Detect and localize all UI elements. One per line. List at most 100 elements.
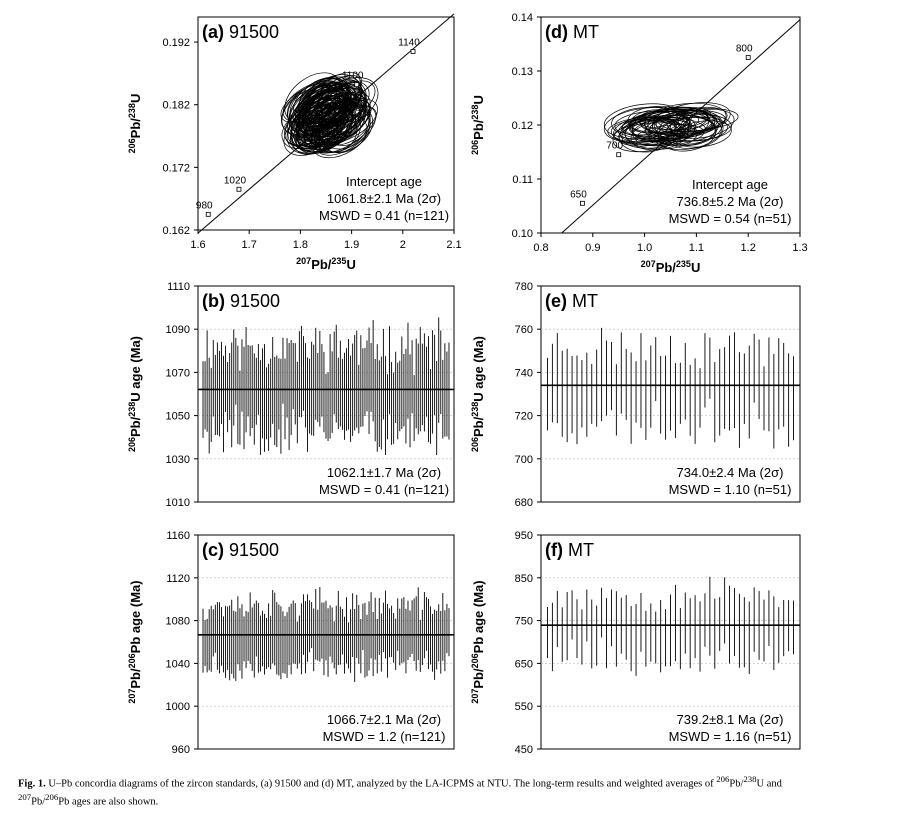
x-tick-label: 1.6 xyxy=(190,239,205,251)
y-axis-label-part-1: Pb/ xyxy=(128,668,143,689)
y-axis-label-part-0: 207 xyxy=(470,689,480,704)
y-tick-label: 1070 xyxy=(166,367,190,379)
y-axis-label-part-1: Pb/ xyxy=(128,118,143,139)
x-tick-label: 1.0 xyxy=(637,242,652,254)
error-ellipse xyxy=(311,109,371,159)
weighted-mean-age: 734.0±2.4 Ma (2σ) xyxy=(677,465,784,480)
plot-frame xyxy=(540,534,801,750)
y-axis-label-part-0: 206 xyxy=(127,437,137,452)
y-axis-label-part-0: 206 xyxy=(470,140,480,155)
y-tick-label: 550 xyxy=(515,701,533,713)
weighted-mean-age: 1066.7±2.1 Ma (2σ) xyxy=(327,712,441,727)
caption-sup-1: 206 xyxy=(716,774,730,784)
age-panel-b: (b) 91500 1010 1030 1050 1070 1090 1110 1062.1±… xyxy=(127,281,455,509)
y-axis-label-part-0: 206 xyxy=(127,138,137,153)
y-axis-label-part-0: 206 xyxy=(470,437,480,452)
y-axis-label-part-3: U xyxy=(128,94,143,103)
panel-sample-name: MT xyxy=(568,540,594,560)
y-tick-label: 0.14 xyxy=(512,12,533,24)
panel-label-letter: (a) xyxy=(202,22,229,42)
error-ellipse xyxy=(309,84,357,128)
y-axis-label: 206Pb/238U age (Ma) xyxy=(470,336,486,452)
y-tick-label: 0.10 xyxy=(512,228,533,240)
error-ellipse xyxy=(321,101,370,146)
age-panel-c: (c) 91500 960 1000 1040 1080 1120 1160 1066.7±2… xyxy=(127,530,455,756)
y-tick-label: 0.12 xyxy=(512,120,533,132)
y-tick-label: 850 xyxy=(515,573,533,585)
panel-label-letter: (b) xyxy=(202,291,230,311)
caption-sup-3: 207 xyxy=(18,791,32,802)
panel-sample-name: MT xyxy=(572,291,598,311)
mswd-value: MSWD = 0.41 (n=121) xyxy=(319,208,449,223)
panel-label: (d) MT xyxy=(545,22,599,42)
x-tick-label: 2 xyxy=(400,239,406,251)
y-tick-label: 1090 xyxy=(166,324,190,336)
mswd-value: MSWD = 1.10 (n=51) xyxy=(669,482,792,497)
y-axis-label-part-3: U age (Ma) xyxy=(128,336,143,402)
error-ellipse xyxy=(297,82,362,128)
y-axis-label-part-2: 238 xyxy=(470,402,480,417)
age-panel-e: (e) MT 680 700 720 740 760 780 734.0±2.4 Ma (2σ… xyxy=(470,281,801,509)
x-tick-label: 1.1 xyxy=(689,242,704,254)
x-axis-label-part-0: 207 xyxy=(296,256,311,266)
x-axis-label: 207Pb/235U xyxy=(641,259,701,275)
intercept-age-title: Intercept age xyxy=(692,177,768,192)
concordia-panel-a: (a) 91500 0.162 0.172 0.182 0.192 1.6 1.7 1.8 1.… xyxy=(127,13,462,272)
age-marker xyxy=(236,186,242,192)
error-ellipse xyxy=(315,77,379,127)
mswd-value: MSWD = 0.54 (n=51) xyxy=(669,211,792,226)
error-ellipse xyxy=(304,76,363,125)
error-ellipse xyxy=(643,102,727,136)
y-tick-label: 1000 xyxy=(166,701,190,713)
figure-caption: Fig. 1. U–Pb concordia diagrams of the z… xyxy=(18,773,908,808)
y-tick-label: 0.13 xyxy=(512,66,533,78)
y-tick-label: 960 xyxy=(172,744,190,756)
caption-text-2: Pb/ xyxy=(729,778,744,790)
y-tick-label: 450 xyxy=(515,744,533,756)
y-axis-label-part-0: 207 xyxy=(127,689,137,704)
x-tick-label: 0.8 xyxy=(533,242,548,254)
y-tick-label: 0.11 xyxy=(512,174,533,186)
y-axis-label-part-1: Pb/ xyxy=(471,668,486,689)
age-marker xyxy=(616,152,622,158)
y-tick-label: 1040 xyxy=(166,658,190,670)
error-ellipse xyxy=(303,83,360,127)
y-axis-label-part-2: 238 xyxy=(127,402,137,417)
intercept-age-title: Intercept age xyxy=(346,174,422,189)
panel-label: (f) MT xyxy=(545,540,594,560)
plot-frame xyxy=(197,285,455,503)
panel-sample-name: 91500 xyxy=(229,540,279,560)
x-tick-label: 1.3 xyxy=(792,242,807,254)
y-tick-label: 1080 xyxy=(166,616,190,628)
y-tick-label: 1110 xyxy=(167,281,190,293)
caption-label: Fig. 1. xyxy=(18,778,46,790)
error-ellipse xyxy=(648,114,716,147)
error-ellipse xyxy=(652,102,731,137)
x-tick-label: 1.7 xyxy=(242,239,257,251)
y-axis-label-part-3: U xyxy=(471,95,486,104)
caption-sup-4: 206 xyxy=(45,791,59,802)
age-marker-label: 1140 xyxy=(398,37,420,48)
y-tick-label: 780 xyxy=(515,281,533,293)
x-axis-label: 207Pb/235U xyxy=(296,256,356,272)
panel-label-letter: (d) xyxy=(545,22,573,42)
x-tick-label: 1.2 xyxy=(741,242,756,254)
age-panel-f: (f) MT 450 550 650 750 850 950 739.2±8.1 Ma (2σ… xyxy=(470,530,801,756)
panel-sample-name: 91500 xyxy=(229,22,279,42)
y-tick-label: 0.182 xyxy=(162,100,190,112)
age-marker xyxy=(410,49,416,54)
plot-frame xyxy=(197,16,455,231)
y-axis-label: 207Pb/206Pb age (Ma) xyxy=(470,580,486,703)
panel-label: (e) MT xyxy=(545,291,598,311)
y-axis-label-part-2: 238 xyxy=(470,105,480,120)
age-marker-label: 700 xyxy=(606,141,623,152)
y-tick-label: 1030 xyxy=(166,454,190,466)
y-tick-label: 760 xyxy=(515,324,533,336)
weighted-mean-age: 739.2±8.1 Ma (2σ) xyxy=(677,712,784,727)
y-axis-label-part-2: 238 xyxy=(127,103,137,118)
age-marker xyxy=(745,55,751,60)
x-axis-label-part-1: Pb/ xyxy=(656,260,677,275)
intercept-age-value: 1061.8±2.1 Ma (2σ) xyxy=(327,191,441,206)
y-axis-label-part-3: Pb age (Ma) xyxy=(471,580,486,653)
x-axis-label-part-1: Pb/ xyxy=(311,257,332,272)
